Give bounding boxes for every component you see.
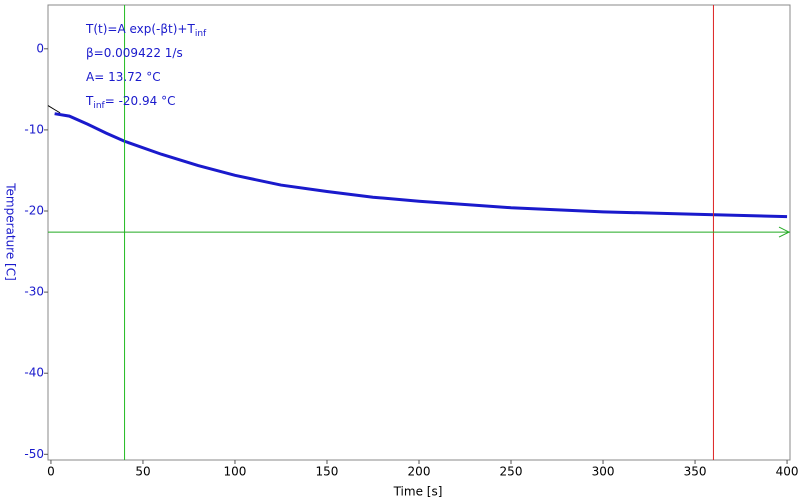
annotation-text: = -20.94 °C [105,94,176,108]
y-tick-label: 0 [36,41,44,55]
x-tick-label: 400 [776,465,799,479]
x-axis-label: Time [s] [393,485,443,499]
data-line [47,105,61,114]
annotation: β=0.009422 1/s [86,46,183,60]
cursor-arrow [778,226,791,238]
x-tick-label: 350 [684,465,707,479]
x-tick-label: 0 [47,465,55,479]
annotation-text: T(t)=A exp(-βt)+T [85,22,195,36]
x-tick-label: 100 [224,465,247,479]
y-tick-label: -30 [24,285,44,299]
annotation-subscript: inf [195,29,207,39]
x-tick-label: 200 [408,465,431,479]
annotation-text: β=0.009422 1/s [86,46,183,60]
annotation: A= 13.72 °C [86,70,161,84]
y-tick-label: -20 [24,204,44,218]
annotation: Tinf= -20.94 °C [85,94,175,111]
annotation: T(t)=A exp(-βt)+Tinf [85,22,207,39]
data-line [54,112,788,219]
annotation-subscript: inf [93,101,105,111]
y-axis-label: Temperature [C] [4,182,18,281]
x-tick-label: 50 [135,465,150,479]
x-tick-label: 300 [592,465,615,479]
y-tick-label: -50 [24,447,44,461]
annotation-text: A= 13.72 °C [86,70,161,84]
y-tick-label: -10 [24,122,44,136]
y-tick-label: -40 [24,366,44,380]
annotation-text: T [85,94,94,108]
x-tick-label: 250 [500,465,523,479]
x-tick-label: 150 [316,465,339,479]
